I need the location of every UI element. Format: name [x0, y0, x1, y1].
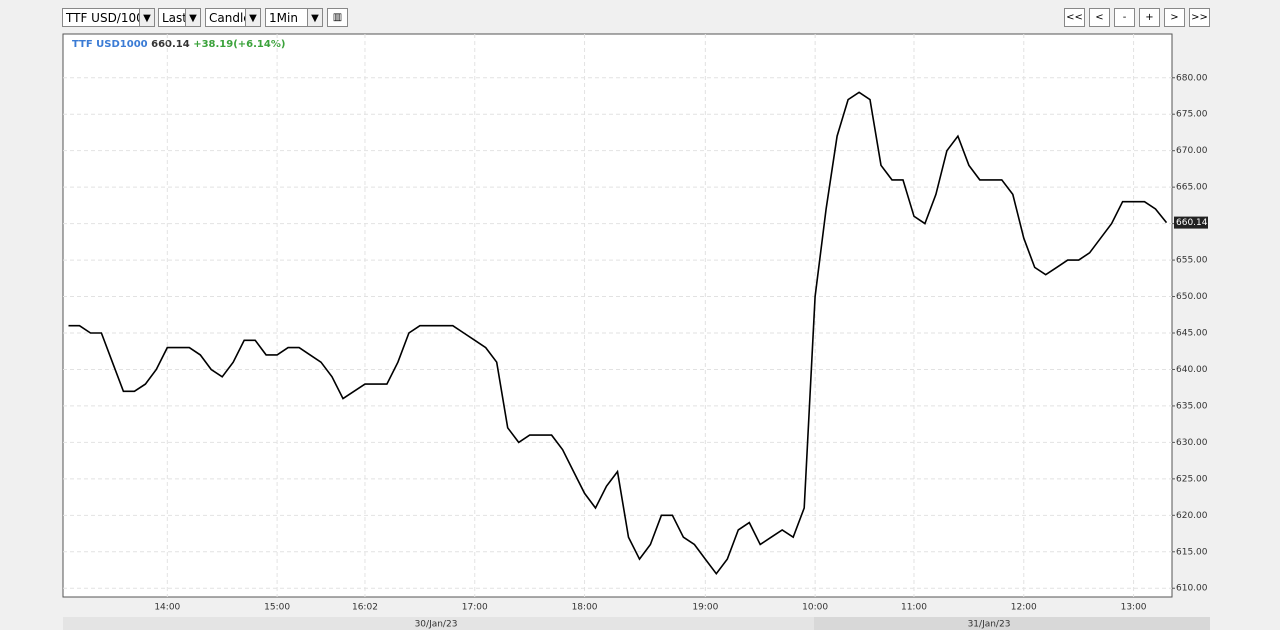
x-tick-label: 17:00 — [462, 603, 488, 613]
last-value-tag — [1174, 216, 1208, 229]
nav-button[interactable]: << — [1064, 8, 1085, 27]
day-label: 31/Jan/23 — [968, 620, 1011, 630]
x-tick-label: 16:02 — [352, 603, 378, 613]
y-tick-label: 645.00 — [1176, 329, 1208, 339]
symbol: TTF USD1000 — [72, 39, 148, 50]
x-tick-label: 11:00 — [901, 603, 927, 613]
nav-button[interactable]: > — [1164, 8, 1185, 27]
y-tick-label: 615.00 — [1176, 547, 1208, 557]
x-tick-label: 14:00 — [154, 603, 180, 613]
y-tick-label: 655.00 — [1176, 256, 1208, 266]
y-tick-label: 635.00 — [1176, 401, 1208, 411]
nav-button[interactable]: < — [1089, 8, 1110, 27]
change: +38.19(+6.14%) — [193, 39, 285, 50]
x-tick-label: 18:00 — [572, 603, 598, 613]
x-tick-label: 12:00 — [1011, 603, 1037, 613]
day-label: 30/Jan/23 — [415, 620, 458, 630]
y-tick-label: 675.00 — [1176, 110, 1208, 120]
symbol-select[interactable]: TTF USD/1000 — [62, 8, 155, 27]
day-bar — [814, 617, 1210, 630]
nav-button[interactable]: + — [1139, 8, 1160, 27]
y-tick-label: 630.00 — [1176, 438, 1208, 448]
settings-button[interactable]: ▥ — [327, 8, 348, 27]
x-tick-label: 19:00 — [692, 603, 718, 613]
x-tick-label: 15:00 — [264, 603, 290, 613]
price-line — [68, 91, 1168, 576]
y-tick-label: 610.00 — [1176, 584, 1208, 594]
svg-text:TTF USD1000 660.14 +38.19(+6.1: TTF USD1000 660.14 +38.19(+6.14%) — [72, 39, 285, 50]
nav-button[interactable]: >> — [1189, 8, 1210, 27]
style-select[interactable]: Candle — [205, 8, 261, 27]
price-select[interactable]: Last — [158, 8, 201, 27]
y-tick-label: 625.00 — [1176, 474, 1208, 484]
y-tick-label: 620.00 — [1176, 511, 1208, 521]
interval-select[interactable]: 1Min — [265, 8, 323, 27]
y-tick-label: 680.00 — [1176, 73, 1208, 83]
nav-button[interactable]: - — [1114, 8, 1135, 27]
plot-area — [62, 33, 1173, 598]
day-bar — [63, 617, 814, 630]
last-value: 660.14 — [151, 39, 190, 50]
last-value-label: 660.14 — [1176, 218, 1208, 228]
y-tick-label: 665.00 — [1176, 183, 1208, 193]
y-tick-label: 670.00 — [1176, 146, 1208, 156]
x-tick-label: 13:00 — [1121, 603, 1147, 613]
y-tick-label: 640.00 — [1176, 365, 1208, 375]
x-tick-label: 10:00 — [802, 603, 828, 613]
y-tick-label: 650.00 — [1176, 292, 1208, 302]
